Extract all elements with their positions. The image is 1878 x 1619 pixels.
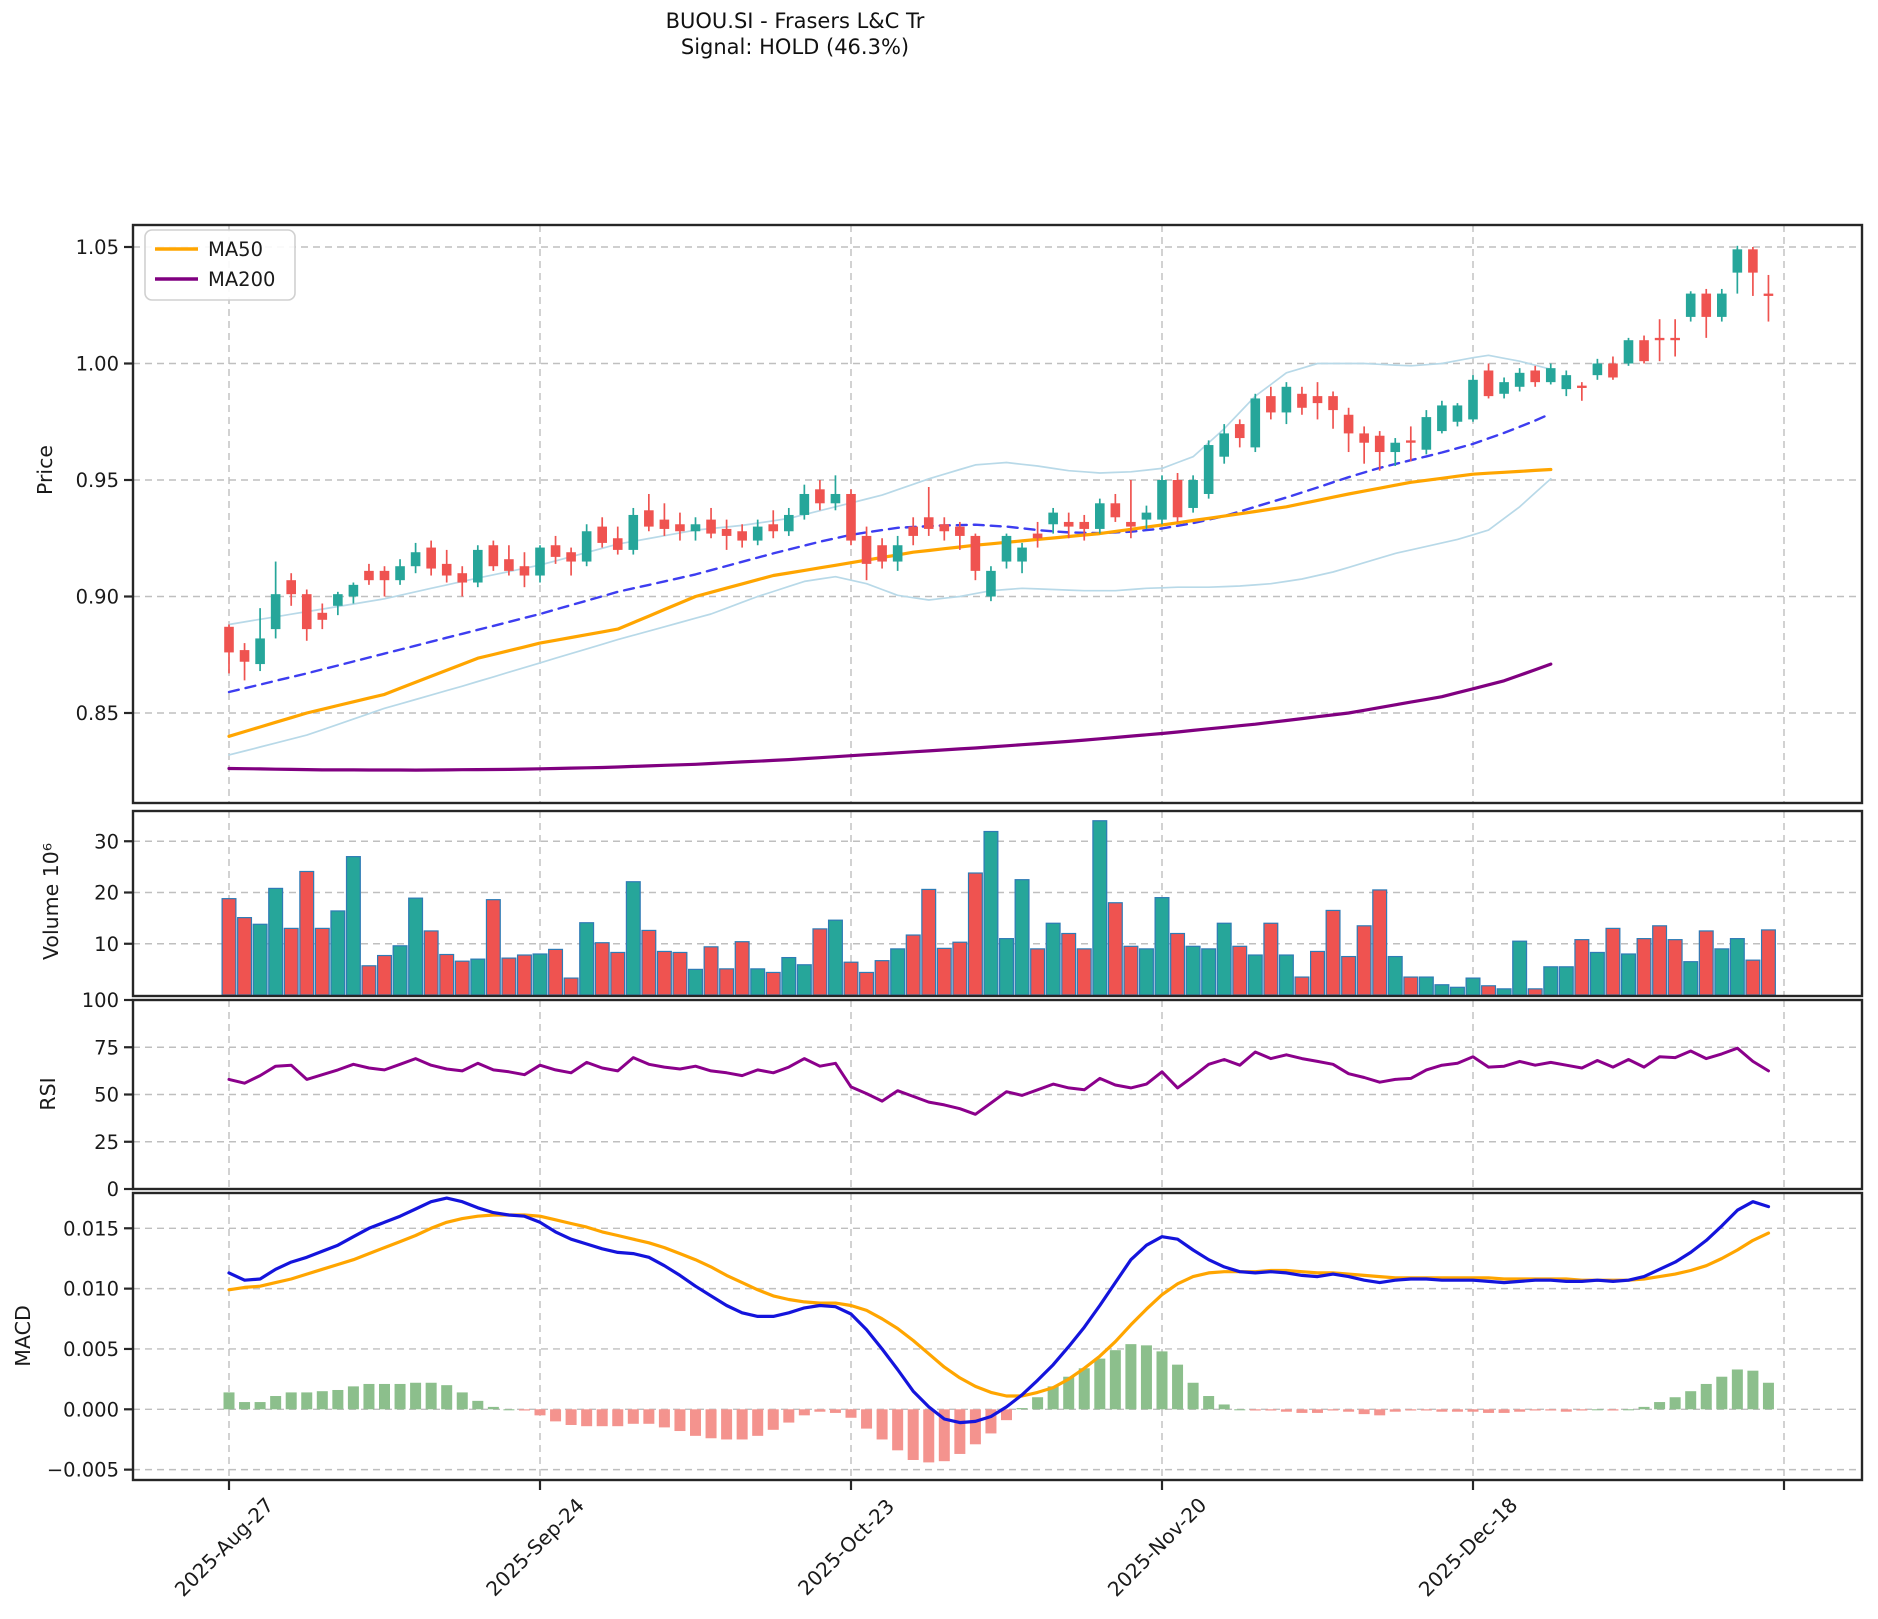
svg-text:Volume 10⁶: Volume 10⁶ — [39, 843, 63, 960]
svg-text:0: 0 — [107, 1178, 119, 1201]
svg-text:20: 20 — [94, 882, 119, 905]
macd-line — [227, 1196, 1771, 1425]
y-axis-ticks: 1.05 1.00 0.95 0.90 0.85 30 20 10 100 75 50 25 0 0.01… — [47, 236, 133, 1482]
svg-text:RSI: RSI — [36, 1077, 60, 1110]
chart-title: BUOU.SI - Frasers L&C Tr Signal: HOLD (4… — [0, 8, 1590, 61]
svg-text:MACD: MACD — [11, 1305, 35, 1366]
legend: MA50 MA200 — [144, 229, 296, 301]
svg-text:2025-Aug-27: 2025-Aug-27 — [170, 1493, 278, 1601]
volume-bars — [221, 820, 1776, 996]
ma50-line — [227, 467, 1553, 738]
svg-text:2025-Sep-24: 2025-Sep-24 — [481, 1493, 589, 1601]
svg-text:0.000: 0.000 — [63, 1398, 119, 1421]
bollinger-bands — [228, 354, 1552, 756]
signal-line — [227, 1213, 1771, 1398]
x-axis-labels: 2025-Aug-27 2025-Sep-24 2025-Oct-23 2025-No… — [170, 1480, 1786, 1602]
ma200-line — [227, 662, 1553, 772]
svg-text:0.90: 0.90 — [76, 586, 119, 609]
y-axis-titles: Price Volume 10⁶ RSI MACD — [11, 445, 63, 1367]
svg-text:1.00: 1.00 — [76, 353, 119, 376]
svg-text:2025-Dec-18: 2025-Dec-18 — [1414, 1493, 1523, 1602]
svg-text:0.005: 0.005 — [63, 1338, 119, 1361]
ma20-dashed-line — [227, 412, 1553, 694]
svg-text:0.015: 0.015 — [63, 1217, 119, 1240]
svg-text:−0.005: −0.005 — [47, 1459, 119, 1482]
svg-text:2025-Oct-23: 2025-Oct-23 — [793, 1494, 899, 1600]
svg-text:MA200: MA200 — [208, 268, 275, 291]
svg-text:MA50: MA50 — [208, 238, 263, 261]
svg-text:2025-Nov-20: 2025-Nov-20 — [1103, 1493, 1211, 1601]
svg-text:30: 30 — [94, 830, 119, 853]
svg-text:75: 75 — [94, 1036, 119, 1059]
svg-text:0.95: 0.95 — [76, 469, 119, 492]
svg-text:0.010: 0.010 — [63, 1278, 119, 1301]
svg-text:Price: Price — [33, 445, 57, 495]
svg-text:100: 100 — [82, 989, 119, 1012]
svg-text:50: 50 — [94, 1084, 119, 1107]
chart-title-line1: BUOU.SI - Frasers L&C Tr — [665, 9, 925, 33]
chart-signal-line: Signal: HOLD (46.3%) — [680, 35, 910, 60]
svg-text:0.85: 0.85 — [76, 702, 119, 725]
svg-text:10: 10 — [94, 933, 119, 956]
svg-text:25: 25 — [94, 1131, 119, 1154]
macd-histogram — [223, 1344, 1774, 1463]
candlesticks — [224, 245, 1774, 681]
rsi-line — [227, 1046, 1770, 1116]
svg-text:1.05: 1.05 — [76, 236, 119, 259]
